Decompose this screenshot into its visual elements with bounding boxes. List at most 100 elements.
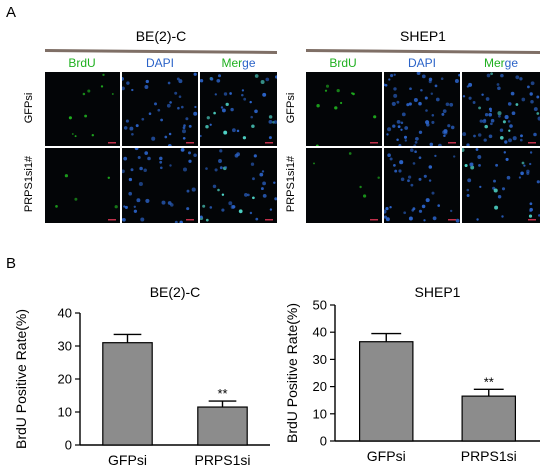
channel-label-dapi: DAPI <box>407 56 436 70</box>
scale-bar <box>265 219 273 221</box>
cell-nucleus <box>438 143 442 146</box>
cell-nucleus <box>464 163 468 168</box>
cell-nucleus <box>259 172 264 177</box>
cell-nucleus <box>377 176 380 179</box>
cell-nucleus <box>450 209 453 213</box>
cell-nucleus <box>418 101 422 106</box>
cell-nucleus <box>396 138 399 142</box>
channel-label-merge: Merge <box>221 56 256 70</box>
cell-nucleus <box>174 220 178 223</box>
cell-nucleus <box>413 98 418 102</box>
cell-nucleus <box>251 124 255 128</box>
cell-nucleus <box>232 205 236 209</box>
cell-nucleus <box>428 179 432 182</box>
cell-nucleus <box>484 113 489 117</box>
cell-nucleus <box>434 154 437 158</box>
cell-nucleus <box>466 194 470 197</box>
cell-nucleus <box>209 123 212 126</box>
cell-nucleus <box>413 144 417 146</box>
cell-nucleus <box>186 189 190 193</box>
cell-nucleus <box>182 129 186 134</box>
cell-nucleus <box>538 214 540 217</box>
cell-nucleus <box>221 208 225 212</box>
x-category-label: PRPS1si <box>461 448 517 464</box>
cell-nucleus <box>393 73 396 76</box>
cell-nucleus <box>410 148 414 152</box>
cell-nucleus <box>188 159 192 163</box>
cell-nucleus <box>408 216 413 221</box>
cell-nucleus <box>269 208 273 211</box>
cell-nucleus <box>387 153 391 158</box>
cell-nucleus <box>488 134 493 139</box>
cell-nucleus <box>220 106 224 109</box>
x-category-label: GFPsi <box>367 448 406 464</box>
cell-nucleus <box>537 116 540 121</box>
y-tick-label: 10 <box>313 406 327 421</box>
cell-nucleus <box>210 77 214 81</box>
cell-nucleus <box>414 150 417 154</box>
cell-nucleus <box>249 211 253 215</box>
cell-nucleus <box>444 131 448 135</box>
cell-nucleus <box>396 100 400 104</box>
chart-title: SHEP1 <box>415 284 461 300</box>
cell-nucleus <box>404 139 408 142</box>
cell-nucleus <box>123 156 128 161</box>
cell-nucleus <box>428 165 433 169</box>
cell-nucleus <box>325 84 330 88</box>
cell-nucleus <box>193 153 197 158</box>
micrograph-be2c-prps1-merge <box>200 148 277 223</box>
cell-nucleus <box>102 73 105 77</box>
cell-nucleus <box>238 209 243 214</box>
row-label-prps1si1: PRPS1si1# <box>285 155 297 213</box>
cell-nucleus <box>493 188 498 193</box>
significance-marker: ** <box>484 374 494 389</box>
cell-nucleus <box>130 168 134 172</box>
cell-nucleus <box>188 124 192 128</box>
cell-nucleus <box>262 181 267 186</box>
cell-nucleus <box>393 93 398 98</box>
cell-nucleus <box>507 102 512 106</box>
cell-nucleus <box>530 81 535 86</box>
cell-nucleus <box>533 107 538 112</box>
cell-nucleus <box>479 119 483 123</box>
bar-gfpsi <box>358 341 414 442</box>
cell-nucleus <box>423 174 427 178</box>
cell-nucleus <box>125 119 129 123</box>
cell-nucleus <box>443 134 446 137</box>
cell-nucleus <box>217 74 222 78</box>
cell-nucleus <box>128 177 133 182</box>
cell-nucleus <box>217 188 220 192</box>
cell-nucleus <box>400 128 403 131</box>
cell-nucleus <box>185 117 189 121</box>
cell-nucleus <box>526 171 530 175</box>
y-tick-label: 40 <box>58 306 72 321</box>
cell-nucleus <box>386 133 389 136</box>
cell-nucleus <box>160 118 163 122</box>
cell-nucleus <box>490 72 493 76</box>
cell-nucleus <box>485 97 490 101</box>
y-tick-label: 20 <box>58 372 72 387</box>
cell-nucleus <box>351 92 354 95</box>
cell-nucleus <box>477 133 482 137</box>
cell-nucleus <box>128 191 133 196</box>
cell-nucleus <box>229 92 232 95</box>
cell-nucleus <box>141 117 145 121</box>
cell-nucleus <box>445 102 450 107</box>
scale-bar <box>370 142 378 144</box>
cell-nucleus <box>250 115 253 119</box>
cell-nucleus <box>482 119 487 124</box>
cell-nucleus <box>478 163 481 167</box>
cell-nucleus <box>228 201 233 206</box>
cell-nucleus <box>236 152 240 157</box>
cell-nucleus <box>462 95 466 98</box>
cell-nucleus <box>468 82 473 87</box>
cell-nucleus <box>418 177 422 181</box>
cell-nucleus <box>200 134 202 138</box>
cell-nucleus <box>476 218 479 221</box>
cell-nucleus <box>462 132 467 137</box>
cell-nucleus <box>529 209 532 213</box>
micrograph-be2c-gfpsi-dapi <box>122 72 198 146</box>
y-tick-label: 50 <box>313 298 327 313</box>
cell-nucleus <box>230 107 234 112</box>
cell-nucleus <box>391 101 396 106</box>
